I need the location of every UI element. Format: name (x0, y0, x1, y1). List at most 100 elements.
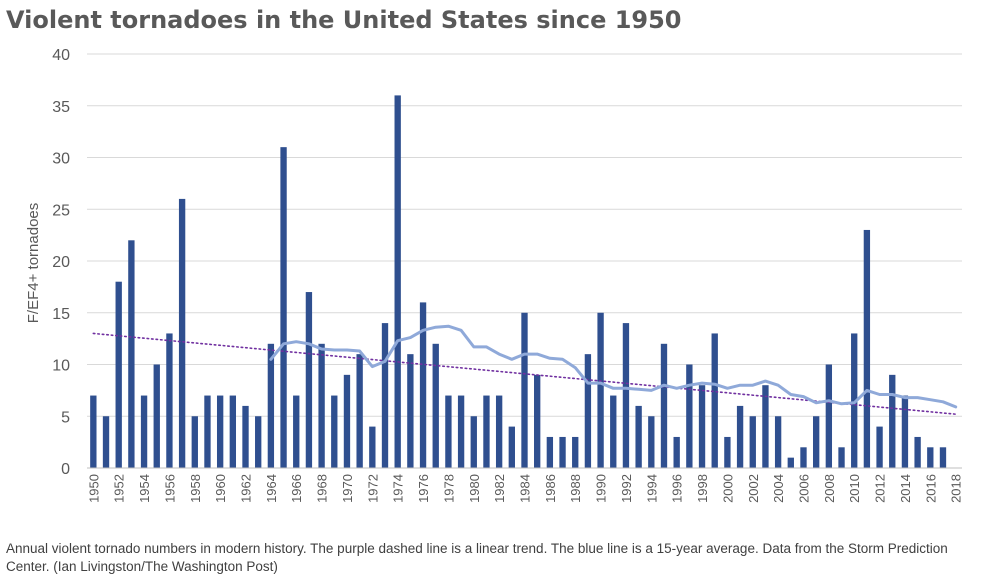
bar-2014 (901, 395, 909, 468)
bar-2011 (863, 229, 871, 468)
y-tick-label-25: 25 (52, 202, 70, 219)
x-tick-label-2010: 2010 (847, 474, 862, 503)
x-tick-label-1964: 1964 (264, 474, 279, 503)
x-tick-label-1970: 1970 (340, 474, 355, 503)
x-tick-label-1994: 1994 (644, 474, 659, 503)
x-tick-label-2014: 2014 (898, 474, 913, 503)
bar-1994 (648, 416, 655, 468)
bar-1997 (686, 364, 693, 468)
x-tick-label-1996: 1996 (670, 474, 685, 503)
y-tick-label-35: 35 (52, 99, 70, 116)
chart-title: Violent tornadoes in the United States s… (6, 6, 682, 34)
bar-1980 (470, 416, 477, 468)
y-tick-label-5: 5 (61, 409, 70, 426)
x-tick-label-1966: 1966 (289, 474, 304, 503)
x-tick-label-1952: 1952 (112, 474, 127, 503)
bar-2001 (736, 405, 744, 468)
bar-1961 (229, 395, 237, 468)
bar-1991 (610, 395, 617, 468)
bar-1951 (102, 416, 110, 468)
x-tick-label-2018: 2018 (949, 474, 964, 503)
bar-1996 (673, 436, 680, 468)
x-tick-label-1960: 1960 (213, 474, 228, 503)
bar-1954 (140, 395, 148, 468)
bar-1970 (343, 374, 351, 468)
bar-1960 (216, 395, 224, 468)
bar-1959 (204, 395, 211, 468)
bar-1966 (293, 395, 300, 468)
bar-1973 (381, 323, 389, 468)
bar-1953 (128, 240, 135, 468)
x-tick-label-1972: 1972 (365, 474, 380, 503)
bar-1975 (407, 354, 414, 468)
x-tick-label-1976: 1976 (416, 474, 431, 503)
bar-2004 (774, 416, 782, 468)
y-tick-label-20: 20 (52, 254, 70, 271)
bar-2013 (889, 374, 896, 468)
bar-1985 (534, 374, 541, 468)
x-tick-label-1986: 1986 (543, 474, 558, 503)
y-axis-ticks: 0 5 10 15 20 25 30 35 40 (52, 47, 70, 478)
x-tick-label-1992: 1992 (619, 474, 634, 503)
x-tick-label-2012: 2012 (873, 474, 888, 503)
bar-1993 (635, 405, 642, 468)
x-tick-label-2006: 2006 (796, 474, 811, 503)
bar-1950 (90, 395, 97, 468)
bar-1988 (572, 436, 579, 468)
bar-1983 (508, 426, 515, 468)
bar-1957 (178, 198, 186, 468)
bar-1968 (318, 343, 325, 468)
bar-1972 (369, 426, 376, 468)
bar-1967 (305, 292, 313, 468)
bar-1963 (255, 416, 262, 468)
bar-2005 (787, 457, 794, 468)
bar-1971 (356, 354, 363, 468)
bar-2008 (825, 364, 833, 468)
bar-2003 (762, 385, 769, 468)
x-tick-label-1978: 1978 (441, 474, 456, 503)
bar-2017 (939, 447, 947, 468)
y-tick-label-15: 15 (52, 306, 70, 323)
bar-1986 (546, 436, 554, 468)
x-axis-ticks: 1950 1952 1954 1956 1958 1960 1962 1964 1966 1968… (86, 474, 963, 503)
bar-1974 (394, 95, 401, 469)
bar-2016 (927, 447, 934, 468)
bar-1992 (622, 323, 630, 468)
y-tick-label-40: 40 (52, 47, 70, 64)
bar-1952 (115, 281, 122, 468)
bar-1956 (166, 333, 173, 468)
x-tick-label-1984: 1984 (518, 474, 533, 503)
x-tick-label-2004: 2004 (771, 474, 786, 503)
bar-1978 (445, 395, 452, 468)
bar-1981 (483, 395, 490, 468)
chart-caption: Annual violent tornado numbers in modern… (6, 541, 948, 574)
bar-1990 (597, 312, 604, 468)
x-tick-label-1956: 1956 (162, 474, 177, 503)
x-tick-label-1974: 1974 (391, 474, 406, 503)
bar-1989 (584, 354, 592, 468)
bar-1976 (419, 302, 427, 468)
bar-1999 (711, 333, 718, 468)
bar-2015 (914, 436, 921, 468)
x-tick-label-1990: 1990 (594, 474, 609, 503)
bar-1979 (457, 395, 465, 468)
y-tick-label-10: 10 (52, 358, 70, 375)
x-tick-label-2002: 2002 (746, 474, 761, 503)
x-tick-label-1998: 1998 (695, 474, 710, 503)
bar-1995 (660, 343, 668, 468)
y-axis-label: F/EF4+ tornadoes (25, 203, 42, 323)
bar-1987 (559, 436, 566, 468)
x-tick-label-2000: 2000 (720, 474, 735, 503)
x-tick-label-1982: 1982 (492, 474, 507, 503)
bar-1982 (495, 395, 503, 468)
x-tick-label-1950: 1950 (86, 474, 101, 503)
x-tick-label-2016: 2016 (923, 474, 938, 503)
bar-1977 (432, 343, 439, 468)
bar-2002 (749, 416, 756, 468)
bar-2009 (838, 447, 845, 468)
moving-average-line (269, 324, 958, 409)
bar-1958 (191, 416, 198, 468)
bar-1984 (521, 312, 528, 468)
x-tick-label-1958: 1958 (188, 474, 203, 503)
